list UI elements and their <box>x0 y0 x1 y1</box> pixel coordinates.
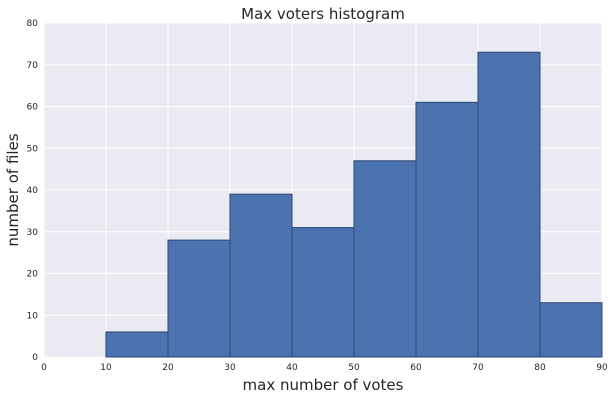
histogram-bar-5 <box>353 160 417 358</box>
histogram-bar-2 <box>167 239 231 358</box>
histogram-bar-7 <box>477 51 541 358</box>
y-axis-label: number of files <box>4 133 22 246</box>
y-tick-label: 80 <box>27 19 39 29</box>
y-tick-label: 0 <box>32 353 38 363</box>
y-tick-label: 40 <box>27 186 39 196</box>
x-tick-label: 90 <box>596 363 608 373</box>
x-tick-label: 80 <box>534 363 546 373</box>
y-axis-ticks: 0 10 20 30 40 50 60 70 80 <box>27 19 39 363</box>
y-tick-label: 30 <box>27 228 39 238</box>
histogram-bar-3 <box>229 193 293 358</box>
y-tick-label: 50 <box>27 144 39 154</box>
chart-title: Max voters histogram <box>241 5 405 23</box>
y-tick-label: 60 <box>27 103 39 113</box>
x-tick-label: 50 <box>348 363 360 373</box>
histogram-bar-6 <box>415 101 479 358</box>
x-tick-label: 70 <box>472 363 484 373</box>
x-tick-label: 10 <box>100 363 112 373</box>
x-axis-ticks: 0 10 20 30 40 50 60 70 80 90 <box>41 363 608 373</box>
x-tick-label: 40 <box>286 363 298 373</box>
histogram-bars <box>105 51 603 358</box>
x-axis-label: max number of votes <box>243 376 404 394</box>
y-tick-label: 70 <box>27 61 39 71</box>
histogram-bar-1 <box>105 331 169 358</box>
histogram-bar-8 <box>539 302 603 358</box>
x-tick-label: 30 <box>224 363 236 373</box>
x-tick-label: 0 <box>41 363 47 373</box>
x-tick-label: 60 <box>410 363 422 373</box>
y-tick-label: 10 <box>27 311 39 321</box>
x-tick-label: 20 <box>162 363 174 373</box>
histogram-bar-4 <box>291 227 355 358</box>
y-tick-label: 20 <box>27 270 39 280</box>
